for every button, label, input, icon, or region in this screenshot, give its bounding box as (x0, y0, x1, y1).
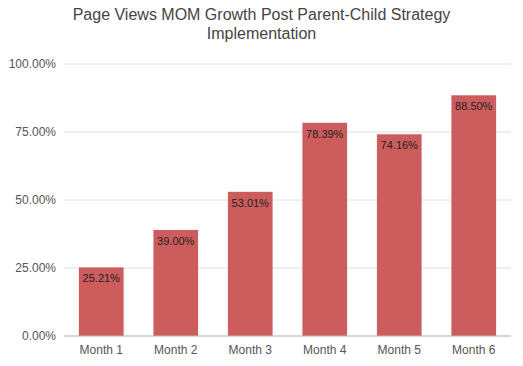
grid-line (64, 336, 511, 337)
x-tick-label: Month 3 (229, 343, 273, 357)
bar (153, 230, 198, 336)
bar (377, 134, 422, 336)
data-label: 88.50% (455, 100, 493, 112)
grid-line (64, 64, 511, 65)
data-label: 25.21% (83, 272, 121, 284)
title: Page Views MOM Growth Post Parent-Child … (73, 6, 451, 23)
data-label: 74.16% (381, 139, 419, 151)
grid-line (64, 200, 511, 201)
x-tick-label: Month 5 (378, 343, 422, 357)
x-tick-label: Month 1 (80, 343, 124, 357)
data-label: 53.01% (232, 197, 270, 209)
x-tick-label: Month 6 (452, 343, 496, 357)
x-tick-label: Month 4 (303, 343, 347, 357)
bar (79, 267, 124, 336)
bars (79, 95, 496, 336)
grid-line (64, 132, 511, 133)
bar (302, 123, 347, 336)
title: Implementation (207, 25, 316, 42)
y-tick-label: 0.00% (22, 329, 56, 343)
x-tick-label: Month 2 (154, 343, 198, 357)
data-label: 78.39% (306, 128, 344, 140)
y-tick-label: 75.00% (15, 125, 56, 139)
bar (228, 192, 273, 336)
bar (451, 95, 496, 336)
data-label: 39.00% (157, 235, 195, 247)
y-tick-label: 25.00% (15, 261, 56, 275)
x-axis-line (64, 336, 511, 337)
chart: Page Views MOM Growth Post Parent-Child … (0, 0, 523, 366)
y-tick-label: 50.00% (15, 193, 56, 207)
grid (64, 64, 511, 336)
y-tick-label: 100.00% (9, 57, 57, 71)
grid-line (64, 268, 511, 269)
chart-container: Page Views MOM Growth Post Parent-Child … (0, 0, 523, 366)
